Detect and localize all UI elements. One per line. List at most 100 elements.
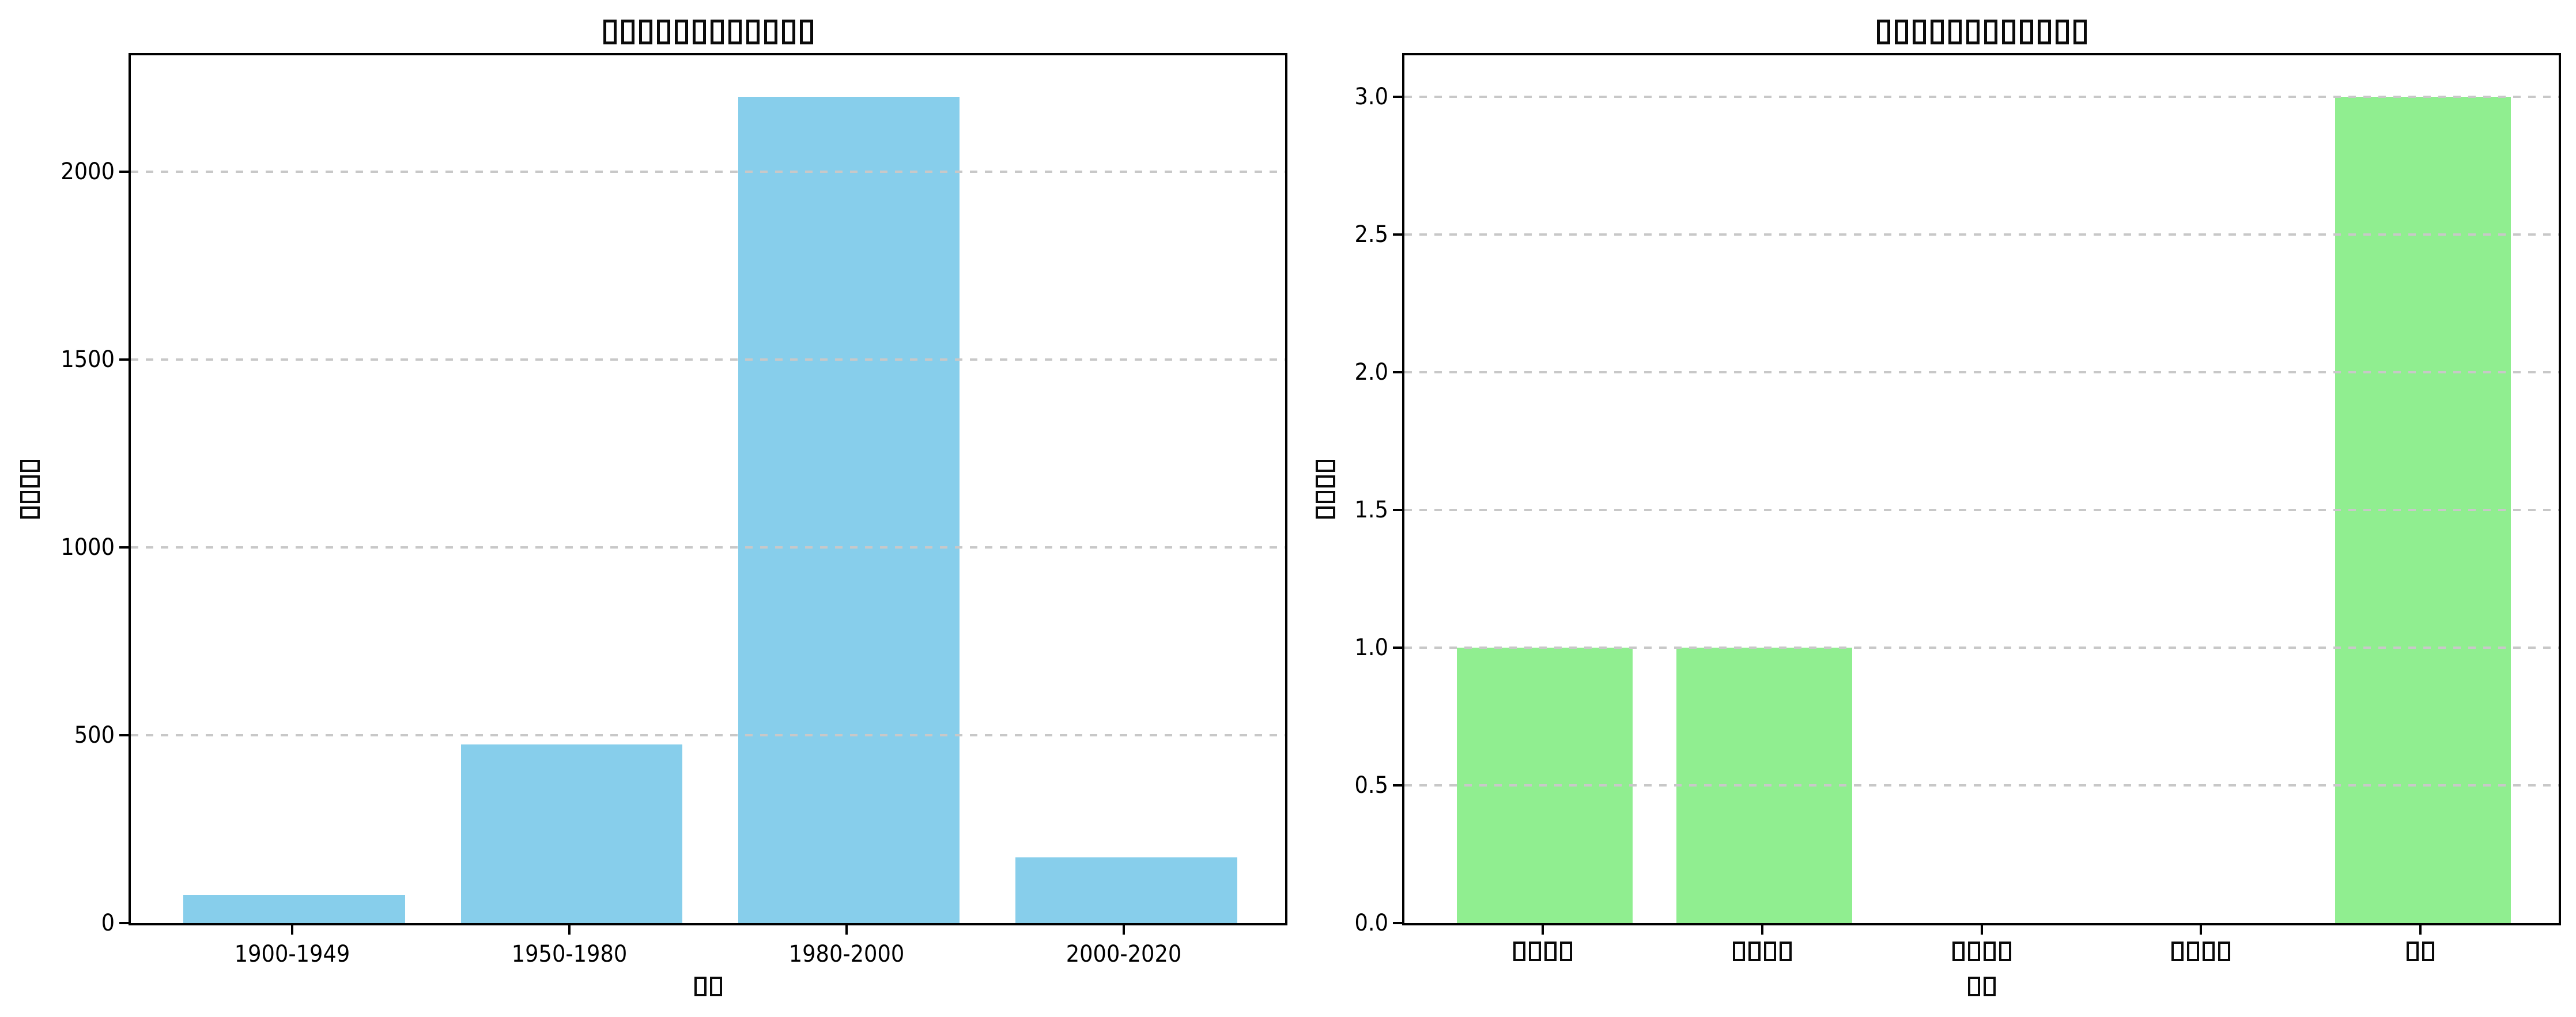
y-tick-label: 1.5 bbox=[1354, 496, 1388, 523]
missing-glyph-box bbox=[20, 506, 40, 519]
missing-glyph-box bbox=[781, 20, 795, 44]
y-tick-mark bbox=[1393, 370, 1402, 373]
missing-glyph-box bbox=[1894, 20, 1908, 44]
missing-glyph-box bbox=[2073, 20, 2087, 44]
x-tick-label bbox=[2170, 942, 2232, 961]
missing-glyph-box bbox=[764, 20, 777, 44]
bar-1950-1980 bbox=[460, 744, 683, 923]
y-tick-label: 500 bbox=[74, 722, 115, 749]
gridline-0.5 bbox=[1404, 784, 2559, 787]
y-tick-mark bbox=[119, 734, 129, 737]
missing-glyph-box bbox=[1912, 20, 1926, 44]
missing-glyph-box bbox=[1967, 977, 1980, 996]
y-axis-label bbox=[1316, 458, 1335, 520]
gridline-1 bbox=[1404, 646, 2559, 649]
x-axis-label bbox=[693, 977, 724, 996]
gridline-1500 bbox=[131, 358, 1285, 361]
missing-glyph-box bbox=[639, 20, 652, 44]
plot-area bbox=[129, 53, 1287, 925]
x-tick-mark bbox=[290, 925, 293, 935]
gridline-2 bbox=[1404, 370, 2559, 373]
y-tick-mark bbox=[1393, 95, 1402, 98]
missing-glyph-box bbox=[1983, 942, 1996, 961]
plot-area bbox=[1402, 53, 2561, 925]
missing-glyph-box bbox=[1984, 20, 1997, 44]
missing-glyph-box bbox=[1528, 942, 1541, 961]
y-tick-label: 1500 bbox=[61, 346, 115, 373]
missing-glyph-box bbox=[2037, 20, 2051, 44]
x-tick-mark bbox=[2419, 925, 2422, 935]
missing-glyph-box bbox=[694, 977, 707, 996]
chart-title bbox=[601, 20, 815, 44]
missing-glyph-box bbox=[1732, 942, 1745, 961]
missing-glyph-box bbox=[2422, 942, 2435, 961]
y-tick-label: 2000 bbox=[61, 158, 115, 186]
y-tick-mark bbox=[1393, 784, 1402, 787]
missing-glyph-box bbox=[710, 20, 724, 44]
missing-glyph-box bbox=[2407, 942, 2419, 961]
y-tick-mark bbox=[119, 546, 129, 549]
y-tick-label: 0 bbox=[101, 910, 115, 936]
x-tick-label: 2000-2020 bbox=[1066, 941, 1182, 967]
missing-glyph-box bbox=[603, 20, 617, 44]
missing-glyph-box bbox=[1316, 491, 1335, 503]
x-tick-label: 1950-1980 bbox=[511, 941, 628, 967]
missing-glyph-box bbox=[2187, 942, 2200, 961]
y-tick-mark bbox=[1393, 922, 1402, 924]
missing-glyph-box bbox=[1763, 942, 1776, 961]
x-tick-label bbox=[2405, 942, 2436, 961]
missing-glyph-box bbox=[709, 977, 722, 996]
x-tick-mark bbox=[1541, 925, 1544, 935]
missing-glyph-box bbox=[1316, 475, 1335, 487]
x-axis-label bbox=[1966, 977, 1997, 996]
missing-glyph-box bbox=[2001, 20, 2015, 44]
bar-1980-2000 bbox=[738, 96, 960, 923]
y-tick-label: 0.5 bbox=[1354, 772, 1388, 799]
bar-1900-1949 bbox=[183, 895, 406, 923]
missing-glyph-box bbox=[1948, 20, 1962, 44]
gridline-2000 bbox=[131, 171, 1285, 173]
gridline-1.5 bbox=[1404, 508, 2559, 511]
gridline-2.5 bbox=[1404, 233, 2559, 236]
x-tick-mark bbox=[568, 925, 571, 935]
missing-glyph-box bbox=[1999, 942, 2011, 961]
missing-glyph-box bbox=[799, 20, 813, 44]
missing-glyph-box bbox=[728, 20, 742, 44]
missing-glyph-box bbox=[1559, 942, 1572, 961]
y-tick-label: 0.0 bbox=[1354, 910, 1388, 936]
x-tick-mark bbox=[2200, 925, 2203, 935]
missing-glyph-box bbox=[621, 20, 634, 44]
y-tick-label: 2.5 bbox=[1354, 221, 1388, 248]
x-tick-mark bbox=[1761, 925, 1763, 935]
missing-glyph-box bbox=[1748, 942, 1761, 961]
missing-glyph-box bbox=[674, 20, 688, 44]
bar-2000-2020 bbox=[1015, 857, 1237, 923]
missing-glyph-box bbox=[2218, 942, 2231, 961]
missing-glyph-box bbox=[1967, 942, 1980, 961]
missing-glyph-box bbox=[1544, 942, 1557, 961]
missing-glyph-box bbox=[1316, 460, 1335, 472]
y-tick-label: 2.0 bbox=[1354, 358, 1388, 385]
x-tick-label bbox=[1951, 942, 2013, 961]
y-tick-label: 1000 bbox=[61, 534, 115, 561]
missing-glyph-box bbox=[20, 460, 40, 472]
y-tick-mark bbox=[1393, 233, 1402, 236]
y-tick-label: 1.0 bbox=[1354, 634, 1388, 661]
chart-title bbox=[1875, 20, 2089, 44]
gridline-3 bbox=[1404, 95, 2559, 98]
x-tick-mark bbox=[1980, 925, 1983, 935]
x-tick-label: 1900-1949 bbox=[234, 941, 350, 967]
y-axis-label bbox=[20, 458, 40, 520]
missing-glyph-box bbox=[1513, 942, 1525, 961]
missing-glyph-box bbox=[1930, 20, 1944, 44]
x-tick-mark bbox=[845, 925, 848, 935]
missing-glyph-box bbox=[1966, 20, 1980, 44]
missing-glyph-box bbox=[1983, 977, 1996, 996]
x-tick-mark bbox=[1123, 925, 1125, 935]
x-tick-label bbox=[1731, 942, 1793, 961]
missing-glyph-box bbox=[1779, 942, 1792, 961]
missing-glyph-box bbox=[746, 20, 760, 44]
missing-glyph-box bbox=[692, 20, 706, 44]
missing-glyph-box bbox=[20, 491, 40, 503]
